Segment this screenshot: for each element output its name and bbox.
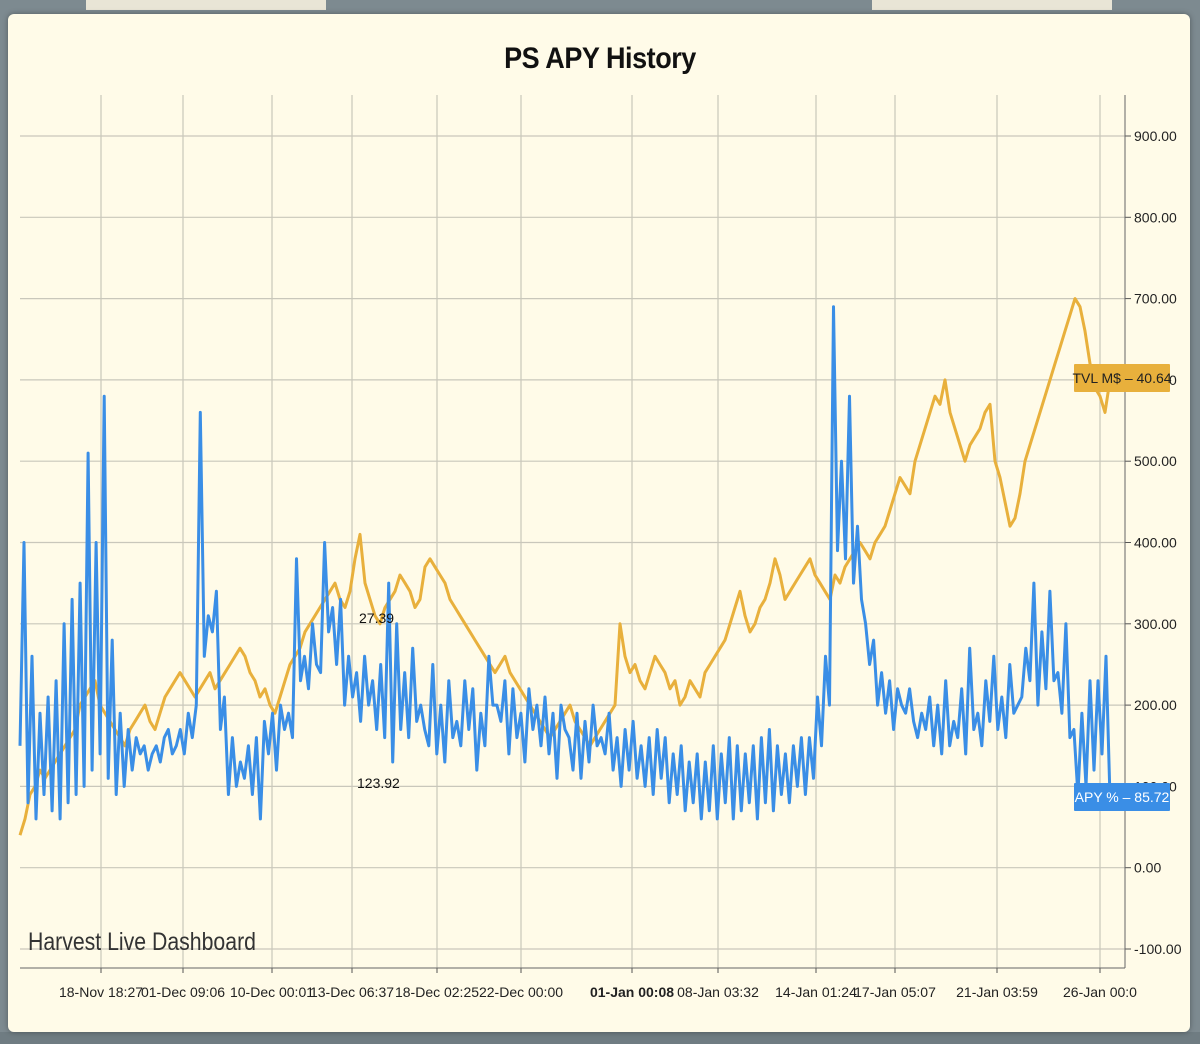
annotation-label: 27.39 <box>359 610 394 626</box>
value-label-box <box>1074 783 1170 811</box>
x-tick-label: 26-Jan 00:0 <box>1063 984 1137 1000</box>
chart-card <box>8 14 1190 1032</box>
y-tick-label: -100.00 <box>1134 941 1182 957</box>
y-tick-label: 400.00 <box>1134 535 1177 551</box>
value-label-box <box>1074 364 1170 392</box>
grid-lines <box>20 95 1125 968</box>
x-tick-label: 01-Jan 00:08 <box>590 984 674 1000</box>
y-tick-label: 800.00 <box>1134 209 1177 225</box>
background-panel-right <box>872 0 1112 10</box>
x-tick-label: 01-Dec 09:06 <box>141 984 225 1000</box>
tvl-value-label: TVL M$ – 40.64 <box>1072 364 1172 392</box>
x-tick-label: 22-Dec 00:00 <box>479 984 563 1000</box>
value-label-text: TVL M$ – 40.64 <box>1072 370 1171 386</box>
annotation-label: 123.92 <box>357 775 400 791</box>
x-tick-label: 08-Jan 03:32 <box>677 984 759 1000</box>
y-axis: 900.00800.00700.00600.00500.00400.00300.… <box>1124 95 1182 968</box>
y-tick-label: 300.00 <box>1134 616 1177 632</box>
y-tick-label: 0.00 <box>1134 860 1161 876</box>
x-tick-label: 13-Dec 06:37 <box>310 984 394 1000</box>
watermark-text: Harvest Live Dashboard <box>28 928 256 956</box>
x-tick-label: 21-Jan 03:59 <box>956 984 1038 1000</box>
series-labels: TVL M$ – 40.64 APY % – 85.72 <box>1072 364 1172 811</box>
x-tick-label: 17-Jan 05:07 <box>854 984 936 1000</box>
y-tick-label: 500.00 <box>1134 453 1177 469</box>
chart-title: PS APY History <box>504 42 696 75</box>
apy-series-line <box>18 305 1112 821</box>
background-strip-bottom <box>0 1032 1200 1044</box>
tvl-series-line <box>18 297 1112 836</box>
x-tick-label: 14-Jan 01:24 <box>775 984 857 1000</box>
x-tick-label: 10-Dec 00:01 <box>230 984 314 1000</box>
annotations: 27.39 123.92 <box>357 610 400 791</box>
y-tick-label: 700.00 <box>1134 291 1177 307</box>
y-tick-label: 200.00 <box>1134 697 1177 713</box>
series-lines <box>18 297 1112 836</box>
value-label-text: APY % – 85.72 <box>1075 789 1170 805</box>
background-panel-left <box>86 0 326 10</box>
y-tick-label: 900.00 <box>1134 128 1177 144</box>
x-tick-label: 18-Nov 18:27 <box>59 984 143 1000</box>
apy-value-label: APY % – 85.72 <box>1074 783 1170 811</box>
x-tick-label: 18-Dec 02:25 <box>395 984 479 1000</box>
